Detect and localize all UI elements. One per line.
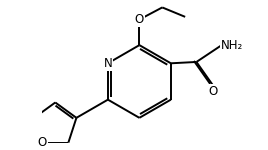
- Text: NH₂: NH₂: [221, 39, 243, 52]
- Text: O: O: [135, 13, 144, 26]
- Text: O: O: [38, 136, 47, 149]
- Text: N: N: [103, 57, 112, 70]
- Text: O: O: [208, 85, 217, 98]
